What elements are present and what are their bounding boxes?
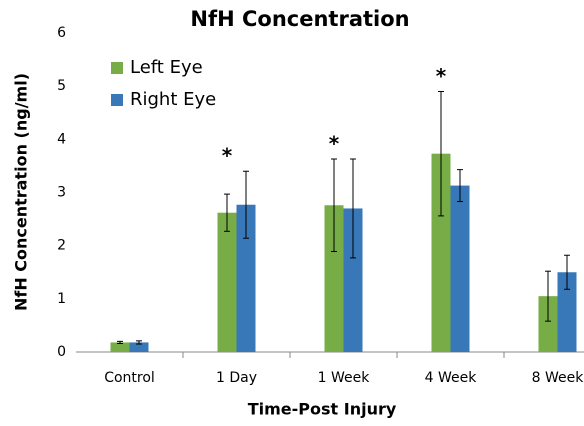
- legend-label: Left Eye: [130, 57, 203, 78]
- x-axis-title: Time-Post Injury: [248, 400, 397, 419]
- chart-title: NfH Concentration: [190, 7, 409, 31]
- bar: [129, 342, 149, 352]
- bar: [324, 205, 344, 352]
- significance-marker: *: [329, 132, 340, 156]
- y-axis-title: NfH Concentration (ng/ml): [12, 73, 31, 311]
- legend-swatch: [111, 94, 123, 106]
- legend-swatch: [111, 62, 123, 74]
- x-tick-label: 4 Week: [425, 370, 478, 386]
- y-tick-label: 3: [57, 185, 66, 201]
- x-tick-label: 1 Day: [216, 370, 257, 386]
- bar: [236, 204, 256, 352]
- bar: [450, 185, 470, 352]
- bar: [557, 272, 577, 352]
- bar: [538, 296, 558, 352]
- significance-marker: *: [222, 144, 233, 168]
- bar: [431, 153, 451, 352]
- bar: [343, 208, 363, 352]
- bar: [217, 212, 237, 352]
- x-tick-label: Control: [104, 370, 155, 386]
- y-tick-label: 0: [57, 344, 66, 360]
- y-tick-label: 4: [57, 131, 66, 147]
- y-tick-label: 2: [57, 238, 66, 254]
- x-tick-label: 1 Week: [318, 370, 371, 386]
- x-tick-label: 8 Week: [532, 370, 584, 386]
- y-tick-label: 5: [57, 78, 66, 94]
- y-tick-label: 1: [57, 291, 66, 307]
- legend-label: Right Eye: [130, 89, 216, 110]
- bar: [110, 342, 130, 352]
- significance-marker: *: [436, 64, 447, 88]
- y-tick-label: 6: [57, 25, 66, 41]
